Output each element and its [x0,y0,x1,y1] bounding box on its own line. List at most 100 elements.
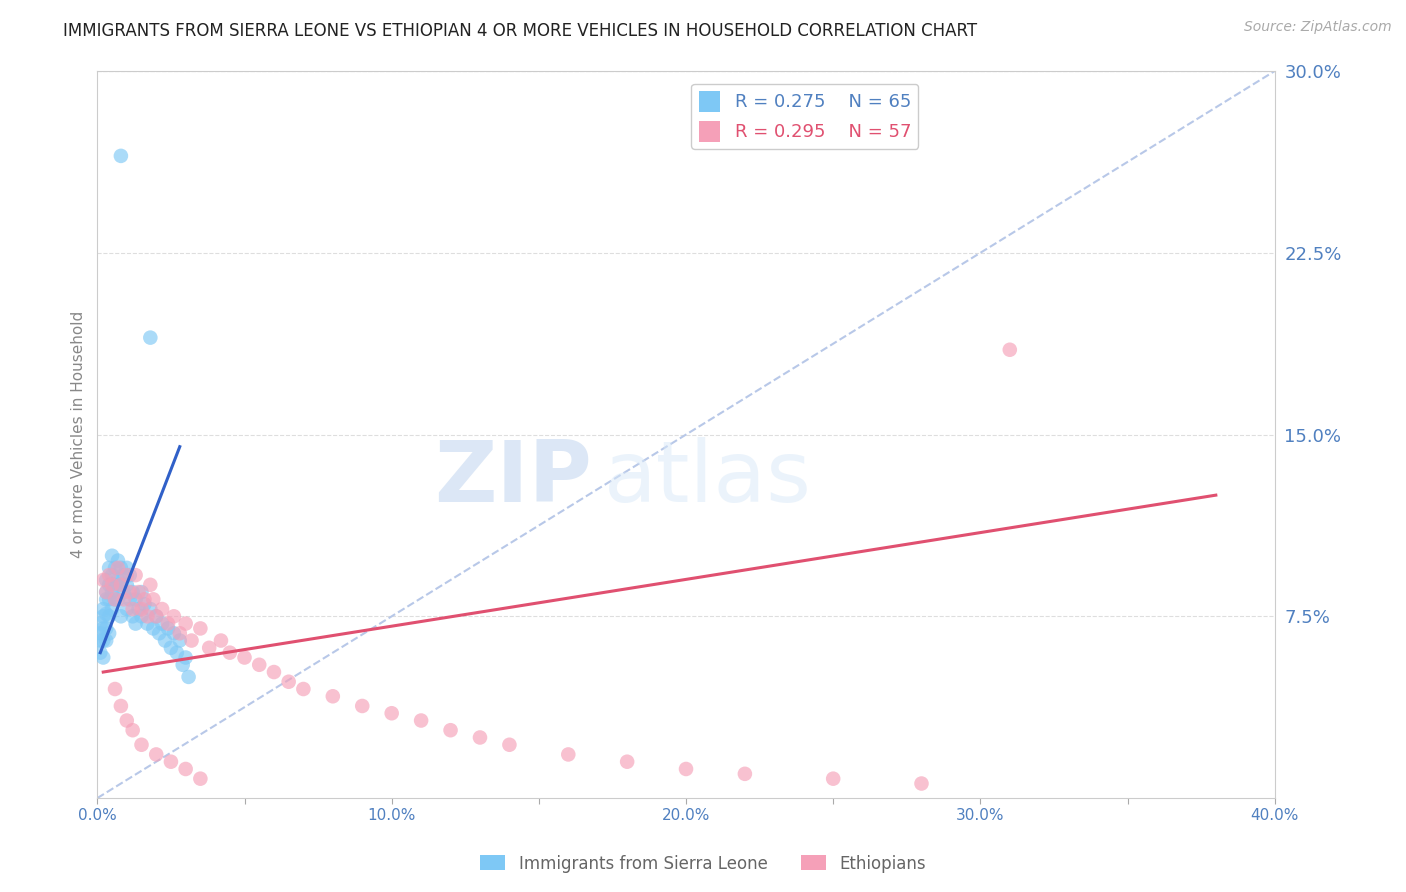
Point [131,738,153,752]
Point [91,622,114,636]
Point [110,149,132,163]
Point [198,640,221,655]
Point [131,609,153,624]
Point [247,657,270,672]
Point [89,616,111,631]
Point [115,602,138,616]
Point [96,592,118,607]
Point [112,568,135,582]
Point [131,602,153,616]
Point [89,626,111,640]
Point [121,585,143,599]
Point [104,578,127,592]
Point [91,573,114,587]
Point [145,747,167,762]
Point [910,776,932,790]
Point [107,553,129,567]
Point [145,609,167,624]
Point [136,609,159,624]
Point [142,592,165,607]
Point [98,592,121,607]
Point [134,592,156,607]
Point [107,592,129,607]
Point [411,714,433,728]
Point [121,602,143,616]
Point [91,633,114,648]
Point [96,573,118,587]
Point [734,767,756,781]
Point [110,578,132,592]
Point [322,690,344,704]
Point [115,561,138,575]
Point [177,670,200,684]
Point [104,592,127,607]
Point [91,602,114,616]
Point [91,650,114,665]
Text: Source: ZipAtlas.com: Source: ZipAtlas.com [1244,20,1392,34]
Point [98,609,121,624]
Point [180,633,202,648]
Point [115,568,138,582]
Point [439,723,461,738]
Point [121,609,143,624]
Point [128,585,150,599]
Point [107,561,129,575]
Point [139,578,162,592]
Point [139,602,162,616]
Point [134,597,156,611]
Point [166,646,188,660]
Point [156,616,179,631]
Point [277,674,299,689]
Point [128,602,150,616]
Point [96,607,118,621]
Point [209,633,232,648]
Point [124,616,146,631]
Point [174,650,197,665]
Point [675,762,697,776]
Point [174,762,197,776]
Point [101,585,124,599]
Point [101,568,124,582]
Point [163,609,186,624]
Point [118,592,141,607]
Point [112,592,135,607]
Point [98,561,121,575]
Point [352,698,374,713]
Point [107,573,129,587]
Point [98,568,121,582]
Point [142,622,165,636]
Point [292,681,315,696]
Point [998,343,1021,357]
Point [98,578,121,592]
Point [131,585,153,599]
Point [101,549,124,563]
Point [124,568,146,582]
Point [263,665,285,679]
Point [169,626,191,640]
Text: IMMIGRANTS FROM SIERRA LEONE VS ETHIOPIAN 4 OR MORE VEHICLES IN HOUSEHOLD CORREL: IMMIGRANTS FROM SIERRA LEONE VS ETHIOPIA… [63,22,977,40]
Point [468,731,491,745]
Point [190,772,212,786]
Point [121,723,143,738]
Point [160,640,183,655]
Point [110,698,132,713]
Point [233,650,256,665]
Point [104,681,127,696]
Point [96,585,118,599]
Point [136,616,159,631]
Point [150,602,173,616]
Y-axis label: 4 or more Vehicles in Household: 4 or more Vehicles in Household [72,311,86,558]
Legend: Immigrants from Sierra Leone, Ethiopians: Immigrants from Sierra Leone, Ethiopians [474,848,932,880]
Point [163,626,186,640]
Point [101,602,124,616]
Point [89,633,111,648]
Point [101,578,124,592]
Point [112,585,135,599]
Text: atlas: atlas [603,437,811,520]
Point [91,609,114,624]
Point [118,568,141,582]
Point [118,585,141,599]
Point [172,657,194,672]
Point [124,592,146,607]
Legend: R = 0.275    N = 65, R = 0.295    N = 57: R = 0.275 N = 65, R = 0.295 N = 57 [692,84,918,149]
